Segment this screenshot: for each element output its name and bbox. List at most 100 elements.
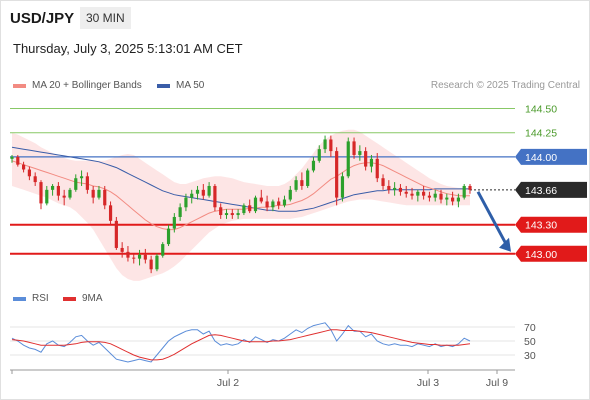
candle-body (213, 185, 217, 208)
candle-body (410, 193, 414, 196)
x-tick-label: Jul 3 (417, 377, 439, 389)
legend-ma20: MA 20 + Bollinger Bands (13, 80, 142, 91)
candle-body (33, 176, 37, 183)
candle-body (381, 178, 385, 186)
candle-body (108, 205, 113, 221)
level-label: 143.30 (525, 220, 557, 232)
candle-body (468, 185, 472, 190)
candle-body (27, 169, 31, 177)
candle-body (207, 185, 211, 196)
candle-body (352, 141, 356, 155)
timeframe-button[interactable]: 30 MIN (80, 7, 131, 29)
candle-body (114, 220, 118, 248)
candle-body (242, 205, 246, 214)
candle-body (248, 205, 252, 212)
rsi-tick-label: 50 (524, 336, 536, 348)
rsi-ma-line (11, 329, 471, 361)
level-label: 144.25 (525, 128, 557, 140)
candle-body (230, 213, 234, 216)
candle-body (22, 164, 26, 170)
level-label: 143.66 (525, 185, 557, 197)
ma9-swatch (63, 296, 76, 301)
rsi-swatch (13, 296, 26, 301)
legend-9ma-label: 9MA (82, 293, 103, 304)
level-label: 143.00 (525, 249, 557, 261)
candle-body (340, 176, 345, 198)
candle-body (294, 180, 298, 190)
candle-body (271, 201, 275, 208)
candle-body (451, 197, 455, 202)
candle-body (422, 191, 426, 196)
candle-body (288, 189, 292, 200)
candle-body (68, 189, 72, 198)
legend-ma20-label: MA 20 + Bollinger Bands (32, 80, 142, 91)
candle-body (97, 189, 101, 198)
candle-body (346, 141, 350, 177)
candle-body (329, 139, 333, 152)
candle-body (201, 189, 205, 196)
level-label: 144.00 (525, 152, 557, 164)
candle-body (306, 170, 310, 186)
candle-body (172, 216, 176, 229)
candle-body (149, 259, 153, 270)
candle-body (335, 151, 339, 198)
candle-body (416, 191, 420, 196)
rsi-tick-label: 70 (524, 322, 536, 334)
currency-pair-title: USD/JPY (10, 10, 75, 27)
candle-body (10, 156, 14, 159)
level-label-bg (515, 216, 587, 233)
candle-body (369, 158, 374, 167)
candle-body (166, 228, 171, 245)
candle-body (364, 151, 368, 167)
candle-body (50, 185, 55, 190)
level-label-bg (515, 245, 587, 262)
level-label-bg (515, 148, 587, 165)
forecast-arrow-head (499, 237, 511, 252)
candle-body (126, 251, 130, 258)
candle-body (132, 257, 136, 259)
candle-body (259, 197, 263, 202)
legend-9ma: 9MA (63, 293, 103, 304)
candle-body (39, 182, 43, 204)
candle-body (195, 189, 200, 194)
candle-body (358, 151, 362, 155)
candle-body (184, 197, 188, 208)
legend-ma50: MA 50 (157, 80, 204, 91)
research-credit: Research © 2025 Trading Central (430, 80, 580, 91)
level-label-bg (515, 181, 587, 198)
candle-body (56, 185, 60, 196)
candle-body (190, 193, 194, 198)
candle-body (265, 201, 269, 208)
candle-body (45, 189, 49, 204)
candle-body (74, 178, 78, 190)
candle-body (323, 139, 327, 150)
candle-body (253, 197, 258, 212)
candle-body (224, 213, 229, 216)
candle-body (300, 180, 304, 186)
ma20-swatch (13, 83, 26, 88)
candle-body (398, 187, 403, 192)
candle-body (375, 158, 379, 179)
candle-body (103, 189, 107, 206)
candle-body (317, 149, 321, 161)
candle-body (282, 199, 287, 206)
candle-body (439, 193, 443, 200)
candle-body (456, 197, 460, 202)
candle-body (404, 191, 408, 194)
candle-body (387, 185, 391, 190)
candle-body (120, 247, 124, 252)
candle-body (62, 195, 66, 198)
candle-body (236, 213, 240, 216)
ma50-swatch (157, 83, 170, 88)
x-tick-label: Jul 9 (486, 377, 508, 389)
candle-body (178, 207, 182, 217)
candle-body (462, 185, 466, 198)
candle-body (91, 189, 95, 198)
candle-body (79, 176, 84, 179)
candle-body (427, 195, 432, 198)
candle-body (85, 176, 89, 190)
legend-rsi-label: RSI (32, 293, 49, 304)
candle-body (311, 160, 316, 171)
candle-body (219, 207, 223, 216)
